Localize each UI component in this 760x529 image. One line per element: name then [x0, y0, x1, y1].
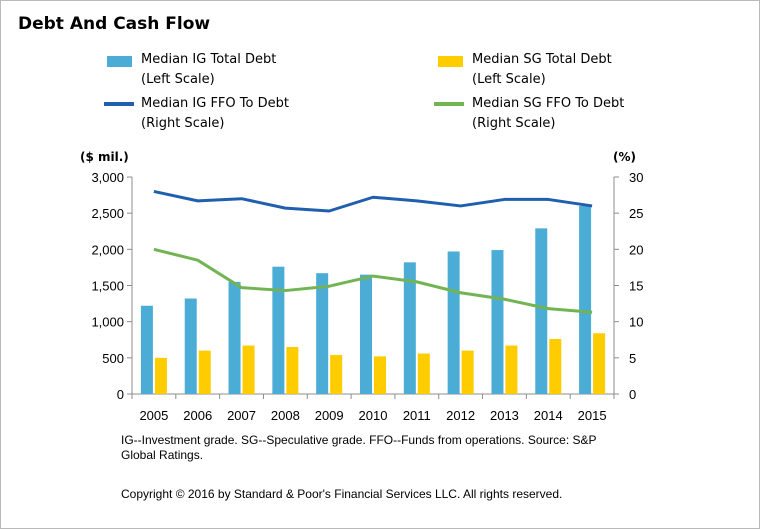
legend-swatch-sg-ffo [434, 102, 464, 106]
bar-sg-total-debt [417, 353, 430, 394]
legend-label-line2: (Left Scale) [472, 72, 546, 87]
x-tick-label: 2013 [490, 408, 519, 423]
bar-sg-total-debt [549, 339, 562, 394]
bar-ig-total-debt [447, 251, 460, 394]
legend-label-line2: (Right Scale) [141, 116, 225, 131]
left-tick-label: 2,000 [91, 242, 124, 257]
x-tick-label: 2014 [534, 408, 563, 423]
bar-sg-total-debt [461, 350, 474, 394]
bar-ig-total-debt [579, 205, 592, 394]
bar-sg-total-debt [286, 346, 299, 394]
bar-sg-total-debt [154, 357, 167, 394]
right-tick-label: 20 [629, 242, 643, 257]
bar-ig-total-debt [228, 281, 241, 394]
x-tick-label: 2007 [227, 408, 256, 423]
legend-label-line1: Median IG FFO To Debt [141, 96, 289, 111]
line-sg-ffo-to-debt [153, 247, 593, 314]
legend-swatch-ig-ffo [104, 102, 134, 106]
x-tick-label: 2011 [403, 408, 431, 423]
left-tick-label: 500 [102, 351, 124, 366]
bar-sg-total-debt [374, 356, 386, 394]
bar-sg-total-debt [198, 350, 211, 394]
legend-label-line2: (Right Scale) [472, 116, 556, 131]
legend-label-line1: Median SG FFO To Debt [472, 96, 625, 111]
bar-ig-total-debt [360, 274, 372, 394]
x-tick-label: 2012 [446, 408, 475, 423]
bar-ig-total-debt [491, 250, 504, 394]
right-tick-label: 30 [629, 170, 643, 185]
x-tick-label: 2010 [359, 408, 388, 423]
legend-label-line1: Median IG Total Debt [141, 52, 277, 67]
axes: 0 500 1,000 1,500 2,000 2,500 3,000 0 5 10 15 20 25 3… [91, 170, 643, 423]
legend-label: Median IG Total Debt (Left Scale) [141, 50, 276, 90]
footnote: IG--Investment grade. SG--Speculative gr… [121, 433, 597, 462]
x-tick-label: 2005 [139, 408, 168, 423]
left-tick-label: 1,000 [91, 315, 124, 330]
right-tick-label: 0 [629, 387, 636, 402]
right-tick-label: 5 [629, 351, 636, 366]
lines [153, 190, 593, 314]
legend-label: Median SG Total Debt (Left Scale) [472, 50, 612, 90]
bar-sg-total-debt [593, 333, 606, 394]
legend-label-line1: Median SG Total Debt [472, 52, 612, 67]
left-tick-label: 3,000 [91, 170, 124, 185]
legend-label: Median IG FFO To Debt (Right Scale) [141, 94, 289, 134]
bars [140, 205, 606, 394]
left-axis-unit: ($ mil.) [80, 150, 129, 164]
bar-sg-total-debt [505, 345, 518, 394]
right-tick-label: 25 [629, 206, 643, 221]
bar-ig-total-debt [316, 273, 329, 394]
bar-ig-total-debt [184, 298, 197, 394]
legend-swatch-ig-debt [107, 56, 132, 67]
x-tick-label: 2006 [183, 408, 212, 423]
bar-sg-total-debt [242, 345, 255, 394]
x-tick-label: 2009 [315, 408, 344, 423]
x-tick-label: 2008 [271, 408, 300, 423]
bar-sg-total-debt [330, 354, 343, 394]
line-ig-ffo-to-debt [153, 190, 593, 213]
x-tick-label: 2015 [578, 408, 607, 423]
bar-ig-total-debt [403, 262, 416, 394]
left-tick-label: 1,500 [91, 279, 124, 294]
bar-ig-total-debt [535, 228, 548, 394]
copyright: Copyright © 2016 by Standard & Poor's Fi… [121, 487, 563, 501]
plot-area: ($ mil.) (%) 0 500 1,000 1,500 2,000 2,500 3,0… [80, 150, 643, 423]
legend-label-line2: (Left Scale) [141, 72, 215, 87]
left-tick-label: 0 [117, 387, 124, 402]
left-tick-label: 2,500 [91, 206, 124, 221]
legend-swatch-sg-debt [438, 56, 463, 67]
chart-title: Debt And Cash Flow [18, 14, 211, 34]
bar-ig-total-debt [272, 266, 285, 394]
bar-ig-total-debt [140, 305, 153, 394]
right-tick-label: 15 [629, 279, 643, 294]
right-axis-unit: (%) [613, 150, 636, 164]
right-tick-label: 10 [629, 315, 643, 330]
legend-label: Median SG FFO To Debt (Right Scale) [472, 94, 624, 134]
